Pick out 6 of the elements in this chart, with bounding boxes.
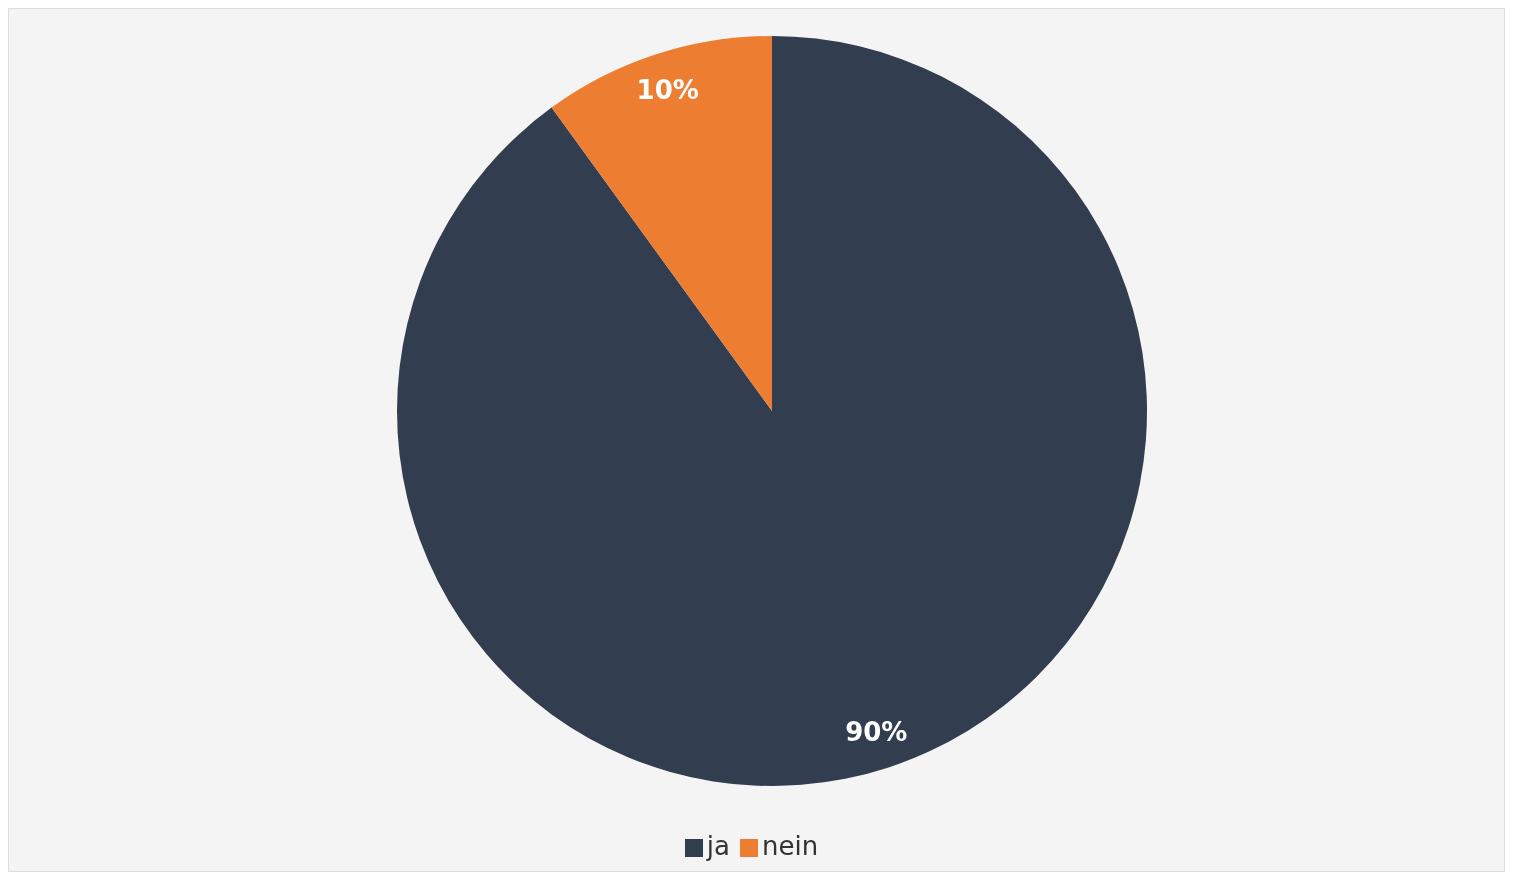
data-label: 10% [636, 75, 699, 106]
pie-slice [551, 36, 772, 411]
data-label: 90% [845, 716, 908, 747]
pie-slice [397, 36, 1147, 786]
legend-label: nein [761, 831, 819, 861]
legend-label: ja [706, 831, 730, 861]
